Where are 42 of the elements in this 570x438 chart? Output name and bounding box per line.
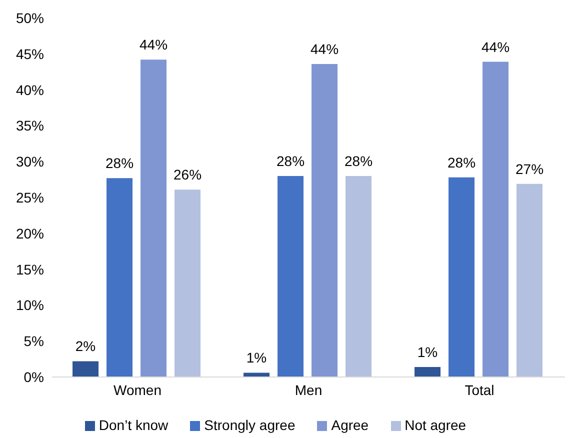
bar xyxy=(312,64,338,377)
data-label: 28% xyxy=(106,155,134,172)
data-label: 44% xyxy=(310,40,339,57)
y-tick-label: 45% xyxy=(16,46,44,62)
bar xyxy=(72,361,99,377)
bar xyxy=(482,62,509,377)
bar xyxy=(448,177,475,377)
data-label: 26% xyxy=(174,166,202,183)
y-tick-label: 50% xyxy=(16,10,44,26)
legend-label: Agree xyxy=(331,417,369,433)
y-tick-label: 0% xyxy=(24,368,44,385)
y-tick-label: 30% xyxy=(16,154,44,170)
data-label: 44% xyxy=(482,38,510,55)
data-label: 2% xyxy=(75,338,96,354)
data-label: 27% xyxy=(516,160,544,177)
bar xyxy=(414,366,441,377)
bar xyxy=(140,60,167,377)
legend-label: Strongly agree xyxy=(204,417,296,433)
x-tick-label: Men xyxy=(294,382,322,398)
data-label: 28% xyxy=(344,152,373,169)
y-tick-label: 10% xyxy=(16,297,44,314)
data-label: 1% xyxy=(246,350,267,366)
data-label: 28% xyxy=(276,152,305,169)
x-tick-label: Women xyxy=(114,382,162,398)
y-tick-label: 25% xyxy=(16,189,44,206)
bar xyxy=(278,176,304,377)
y-tick-label: 5% xyxy=(24,333,44,350)
y-tick-label: 20% xyxy=(16,225,44,242)
legend-label: Not agree xyxy=(404,417,466,433)
y-tick-label: 40% xyxy=(16,82,44,98)
bar xyxy=(106,178,133,377)
data-label: 1% xyxy=(417,344,438,360)
bar xyxy=(516,184,543,377)
bar xyxy=(174,190,201,377)
data-label: 28% xyxy=(448,154,476,170)
y-tick-label: 35% xyxy=(16,118,44,134)
bar xyxy=(244,372,270,377)
data-label: 44% xyxy=(140,36,168,53)
x-tick-label: Total xyxy=(464,382,494,398)
bar xyxy=(346,176,372,377)
y-tick-label: 15% xyxy=(16,261,44,278)
legend-label: Don’t know xyxy=(98,417,168,433)
